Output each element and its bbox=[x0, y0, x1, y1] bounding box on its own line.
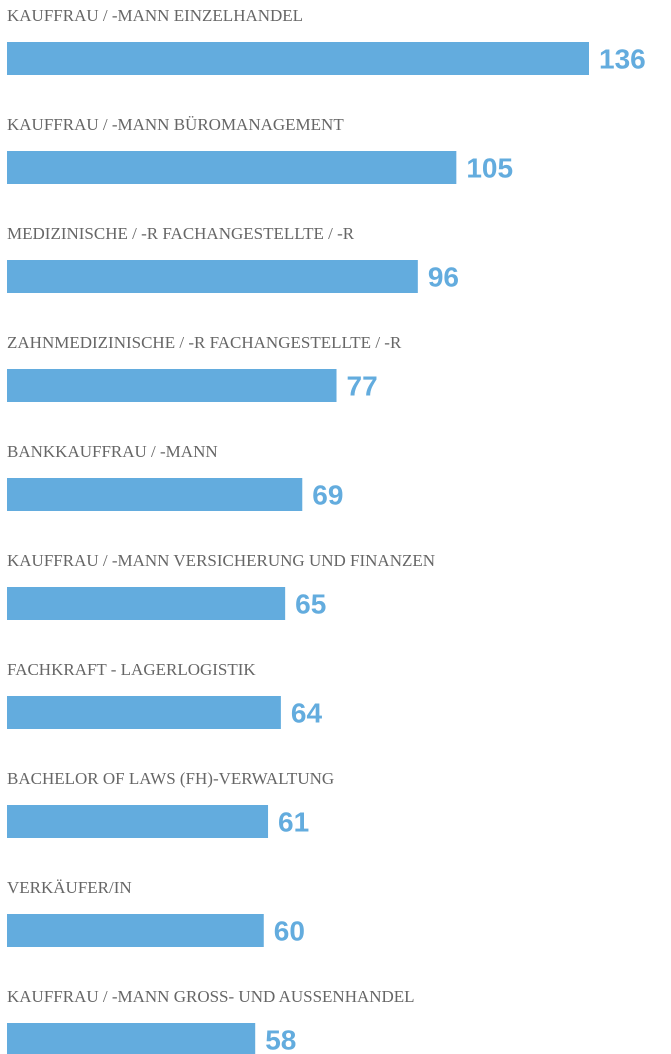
bar bbox=[7, 260, 418, 293]
category-label: KAUFFRAU / -MANN GROSS- UND AUSSENHANDEL bbox=[7, 987, 415, 1006]
bar bbox=[7, 369, 337, 402]
category-label: BANKKAUFFRAU / -MANN bbox=[7, 442, 218, 461]
value-label: 58 bbox=[265, 1024, 296, 1054]
category-label: FACHKRAFT - LAGERLOGISTIK bbox=[7, 660, 256, 679]
bar bbox=[7, 587, 286, 620]
bar bbox=[7, 696, 281, 729]
value-label: 77 bbox=[347, 370, 378, 401]
category-label: MEDIZINISCHE / -R FACHANGESTELLTE / -R bbox=[7, 224, 355, 243]
value-label: 61 bbox=[278, 806, 309, 837]
value-label: 69 bbox=[312, 479, 343, 510]
bar bbox=[7, 914, 264, 947]
bar bbox=[7, 151, 457, 184]
category-label: VERKÄUFER/IN bbox=[7, 878, 132, 897]
value-label: 136 bbox=[599, 43, 646, 74]
category-label: KAUFFRAU / -MANN VERSICHERUNG UND FINANZ… bbox=[7, 551, 435, 570]
value-label: 105 bbox=[466, 152, 513, 183]
category-label: KAUFFRAU / -MANN BÜROMANAGEMENT bbox=[7, 115, 344, 134]
value-label: 65 bbox=[295, 588, 326, 619]
category-label: BACHELOR OF LAWS (FH)-VERWALTUNG bbox=[7, 769, 334, 788]
category-label: ZAHNMEDIZINISCHE / -R FACHANGESTELLTE / … bbox=[7, 333, 402, 352]
value-label: 64 bbox=[291, 697, 323, 728]
category-label: KAUFFRAU / -MANN EINZELHANDEL bbox=[7, 6, 303, 25]
bar bbox=[7, 478, 303, 511]
bar bbox=[7, 805, 269, 838]
bar bbox=[7, 1023, 256, 1054]
bar bbox=[7, 42, 589, 75]
value-label: 96 bbox=[428, 261, 459, 292]
value-label: 60 bbox=[274, 915, 305, 946]
